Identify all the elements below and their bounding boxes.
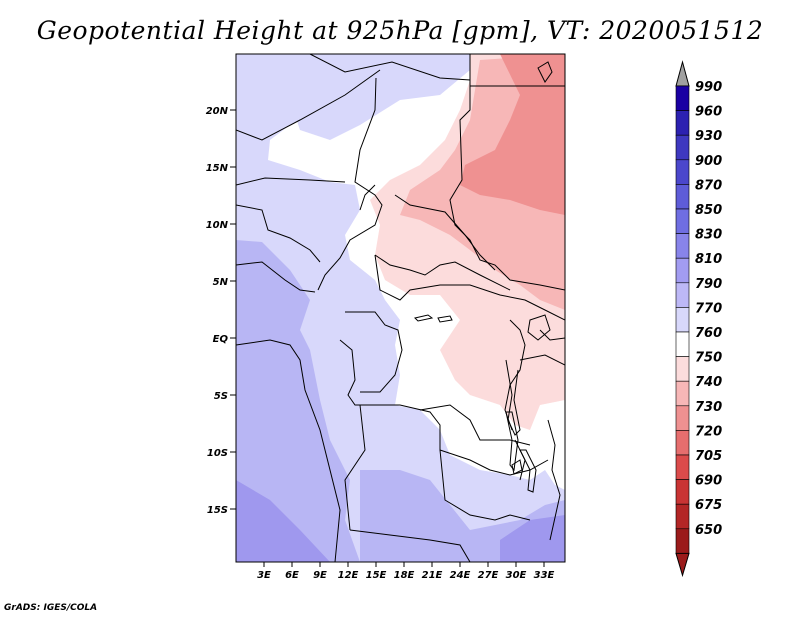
field-810 bbox=[236, 240, 360, 562]
red-sea-coast bbox=[537, 61, 553, 83]
colorbar-swatch bbox=[675, 454, 690, 480]
colorbar-label: 675 bbox=[695, 498, 722, 513]
lat-label: 15N bbox=[206, 163, 229, 174]
lon-label: 33E bbox=[534, 570, 555, 581]
colorbar-swatch bbox=[675, 356, 690, 382]
colorbar-label: 740 bbox=[695, 375, 722, 390]
colorbar-label: 760 bbox=[695, 326, 722, 341]
colorbar-label: 930 bbox=[695, 129, 722, 144]
colorbar-swatch bbox=[675, 307, 690, 333]
colorbar-label: 750 bbox=[695, 351, 722, 366]
lat-label: 20N bbox=[206, 106, 229, 117]
colorbar-label: 730 bbox=[695, 400, 722, 415]
field-830 bbox=[236, 480, 330, 562]
lon-label: 18E bbox=[394, 570, 415, 581]
colorbar: 990 960 930 900 870 850 830 810 790 770 760 750 740 7… bbox=[675, 60, 722, 578]
lake-tanganyika bbox=[505, 411, 519, 472]
plot-frame bbox=[235, 53, 566, 563]
colorbar-label: 810 bbox=[695, 252, 722, 267]
colorbar-swatch bbox=[675, 405, 690, 431]
colorbar-swatch bbox=[675, 282, 690, 308]
colorbar-label: 790 bbox=[695, 277, 722, 292]
lon-label: 3E bbox=[257, 570, 271, 581]
colorbar-swatch bbox=[675, 257, 690, 284]
chart-title: Geopotential Height at 925hPa [gpm], VT:… bbox=[36, 16, 764, 45]
colorbar-label: 690 bbox=[695, 474, 722, 489]
grads-credit: GrADS: IGES/COLA bbox=[4, 603, 98, 613]
field-730 bbox=[460, 54, 565, 215]
colorbar-swatch bbox=[675, 380, 690, 407]
lon-label: 27E bbox=[478, 570, 499, 581]
lon-label: 12E bbox=[338, 570, 359, 581]
lat-label: 10S bbox=[207, 448, 228, 459]
colorbar-label: 960 bbox=[695, 105, 722, 120]
lake-victoria bbox=[527, 314, 551, 341]
colorbar-swatch bbox=[675, 479, 690, 505]
field-830-se bbox=[500, 515, 565, 562]
colorbar-swatch bbox=[675, 85, 690, 111]
colorbar-swatch bbox=[675, 110, 690, 136]
colorbar-label: 850 bbox=[695, 203, 722, 218]
lon-axis: 3E 6E 9E 12E 15E 18E 21E 24E 27E 30E 33E bbox=[257, 562, 555, 581]
colorbar-swatch bbox=[675, 503, 690, 530]
colorbar-label: 650 bbox=[695, 523, 722, 538]
lon-label: 6E bbox=[285, 570, 299, 581]
colorbar-label: 705 bbox=[695, 449, 722, 464]
colorbar-swatch bbox=[675, 430, 690, 456]
colorbar-label: 720 bbox=[695, 424, 722, 439]
colorbar-swatch bbox=[675, 528, 690, 554]
lake-small-2 bbox=[437, 315, 453, 323]
colorbar-swatch bbox=[675, 159, 690, 185]
colorbar-swatch bbox=[675, 184, 690, 210]
lat-label: EQ bbox=[213, 334, 229, 345]
lon-label: 9E bbox=[313, 570, 327, 581]
lat-axis: 20N 15N 10N 5N EQ 5S 10S 15S bbox=[206, 106, 236, 516]
lake-small-1 bbox=[414, 314, 434, 322]
colorbar-label: 830 bbox=[695, 228, 722, 243]
colorbar-label: 990 bbox=[695, 80, 722, 95]
colorbar-swatch bbox=[675, 233, 690, 259]
lon-label: 15E bbox=[366, 570, 387, 581]
lat-label: 15S bbox=[207, 505, 228, 516]
colorbar-label: 870 bbox=[695, 178, 722, 193]
colorbar-swatch bbox=[675, 208, 690, 234]
colorbar-swatch bbox=[675, 331, 690, 357]
lon-label: 21E bbox=[422, 570, 443, 581]
colorbar-label: 900 bbox=[695, 154, 722, 169]
lon-label: 30E bbox=[506, 570, 527, 581]
lon-label: 24E bbox=[450, 570, 471, 581]
lat-label: 10N bbox=[206, 220, 229, 231]
colorbar-swatch bbox=[675, 134, 690, 161]
colorbar-bottom-cap bbox=[675, 552, 690, 578]
lat-label: 5N bbox=[213, 277, 229, 288]
lake-layer bbox=[414, 61, 553, 493]
lake-small-3 bbox=[511, 459, 523, 475]
colorbar-top-cap bbox=[675, 60, 690, 87]
lake-malawi bbox=[519, 449, 537, 493]
field-790-north bbox=[290, 54, 470, 140]
colorbar-label: 770 bbox=[695, 301, 722, 316]
lat-label: 5S bbox=[214, 391, 228, 402]
field-layer bbox=[236, 54, 565, 562]
